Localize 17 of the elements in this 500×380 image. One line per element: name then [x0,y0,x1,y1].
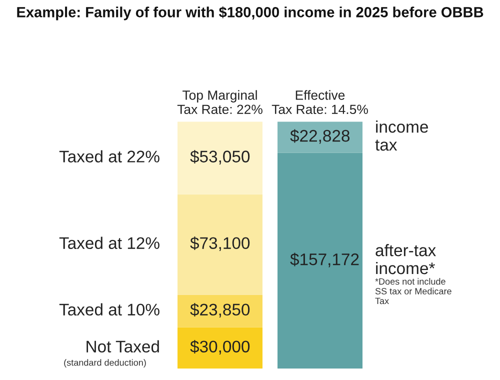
data-label: $157,172 [290,252,359,268]
series-label: after-tax income* [376,244,436,274]
series-label: Not Taxed [86,340,159,352]
series-label: Taxed at 22% [59,150,160,162]
x-tick-label: Top Marginal Tax Rate: 22% [177,90,262,114]
x-tick-label: Effective Tax Rate: 14.5% [272,90,368,114]
chart-title: Example: Family of four with $180,000 income in 2025 before OBBB [17,6,484,20]
text: (standard deduction) [64,359,146,368]
series-label: Taxed at 12% [59,236,160,250]
data-label: $22,828 [290,129,350,144]
data-label: $23,850 [190,303,250,318]
data-label: $53,050 [190,150,250,164]
text: *Does not include SS tax or Medicare Tax [375,278,452,304]
series-label: Taxed at 10% [59,303,160,316]
series-label: income tax [375,120,428,151]
data-label: $30,000 [190,340,250,354]
data-label: $73,100 [190,236,250,251]
